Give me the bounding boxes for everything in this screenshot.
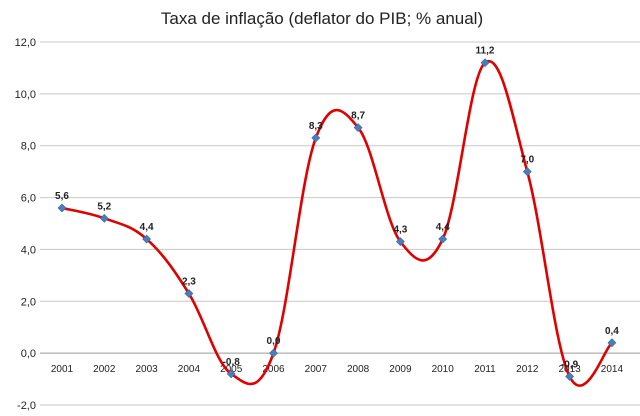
data-markers (57, 58, 617, 381)
y-tick-label: 4,0 (21, 244, 36, 256)
data-point (269, 348, 278, 358)
x-tick-label: 2001 (51, 364, 74, 375)
x-tick-label: 2004 (178, 364, 201, 375)
data-label: 0,4 (605, 326, 619, 337)
y-tick-label: 12,0 (15, 37, 36, 49)
data-label: 5,2 (97, 201, 111, 212)
chart-title: Taxa de inflação (deflator do PIB; % anu… (161, 9, 483, 28)
y-tick-label: -2,0 (17, 400, 36, 412)
data-point (565, 372, 575, 381)
x-axis-ticks: 2001 2002 2003 2004 2005 2006 2007 2008 2009 2010… (51, 364, 624, 375)
y-axis-ticks: 12,0 10,0 8,0 6,0 4,0 2,0 0,0 -2,0 (15, 37, 36, 412)
data-label: 4,4 (436, 222, 450, 233)
x-tick-label: 2005 (220, 364, 243, 375)
data-label: -0,8 (223, 357, 241, 368)
x-tick-label: 2011 (474, 364, 496, 375)
data-label: 11,2 (476, 46, 495, 57)
y-tick-label: 10,0 (15, 89, 36, 101)
data-point (226, 369, 236, 379)
data-labels: 5,6 5,2 4,4 2,3 -0,8 0,0 8,3 8,7 4,3 4,4 11,2 7,0 -0… (55, 46, 619, 371)
data-label: 4,3 (393, 225, 407, 236)
data-point (99, 213, 109, 223)
gridlines (40, 41, 640, 406)
data-label: 0,0 (267, 336, 281, 347)
data-point (142, 234, 152, 244)
x-tick-label: 2012 (516, 364, 539, 375)
y-tick-label: 6,0 (21, 193, 36, 205)
data-point (438, 234, 448, 244)
x-tick-label: 2013 (558, 364, 581, 375)
data-point (184, 289, 194, 298)
data-point (395, 237, 405, 247)
x-tick-label: 2009 (389, 364, 412, 375)
data-point (57, 203, 67, 213)
data-label: 5,6 (55, 191, 69, 202)
data-label: 2,3 (182, 277, 196, 288)
data-label: 4,4 (140, 222, 154, 233)
x-tick-label: 2010 (432, 364, 455, 375)
x-tick-label: 2003 (135, 364, 158, 375)
data-label: -0,9 (561, 359, 579, 370)
y-tick-label: 0,0 (21, 348, 36, 360)
y-tick-label: 8,0 (21, 141, 36, 153)
x-tick-label: 2007 (305, 364, 328, 375)
data-point (480, 58, 490, 68)
data-point (607, 338, 617, 348)
x-tick-label: 2014 (601, 364, 624, 375)
data-label: 8,7 (351, 111, 365, 122)
data-point (353, 123, 363, 132)
data-point (311, 133, 321, 143)
y-tick-label: 2,0 (21, 296, 36, 308)
x-tick-label: 2008 (347, 364, 370, 375)
data-label: 8,3 (309, 121, 323, 132)
x-tick-label: 2002 (93, 364, 116, 375)
data-point (522, 167, 532, 177)
x-tick-label: 2006 (262, 364, 285, 375)
data-label: 7,0 (520, 155, 534, 166)
